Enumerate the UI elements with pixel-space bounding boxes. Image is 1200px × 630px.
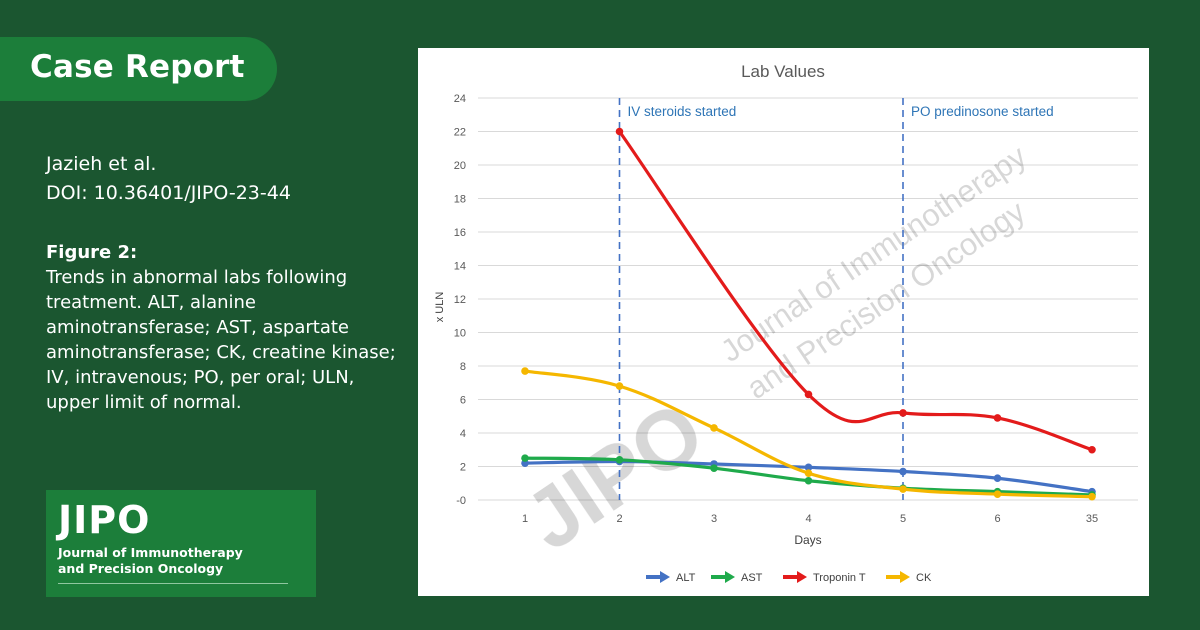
annotation-label: IV steroids started bbox=[628, 104, 737, 119]
logo-journal-name: Journal of Immunotherapy and Precision O… bbox=[58, 545, 243, 577]
logo-acronym: JIPO bbox=[58, 498, 151, 542]
chart-title: Lab Values bbox=[741, 62, 825, 81]
x-tick-label: 3 bbox=[711, 513, 717, 525]
data-point bbox=[804, 463, 813, 472]
legend-arrow bbox=[660, 571, 670, 583]
x-tick-label: 4 bbox=[805, 513, 811, 525]
x-tick-label: 1 bbox=[522, 513, 528, 525]
series-line-troponin-t bbox=[617, 129, 1094, 452]
annotation-lines: IV steroids started PO predinosone starte… bbox=[618, 98, 1054, 500]
y-tick-label: 4 bbox=[460, 428, 466, 440]
data-point bbox=[615, 456, 624, 464]
data-point bbox=[710, 424, 718, 432]
data-point bbox=[710, 464, 718, 472]
authors: Jazieh et al. bbox=[46, 153, 157, 175]
doi: DOI: 10.36401/JIPO-23-44 bbox=[46, 182, 291, 204]
y-tick-label: 16 bbox=[454, 227, 466, 239]
case-report-label: Case Report bbox=[30, 49, 245, 85]
y-tick-label: 6 bbox=[460, 395, 466, 407]
legend: ALT AST Troponin T CK bbox=[646, 571, 932, 584]
x-tick-label: 2 bbox=[616, 513, 622, 525]
legend-arrow bbox=[797, 571, 807, 583]
data-point bbox=[899, 485, 907, 493]
data-point bbox=[993, 414, 1002, 422]
x-tick-labels: 1 2 3 4 5 6 35 bbox=[522, 513, 1098, 525]
data-point bbox=[804, 476, 813, 485]
annotation-label: PO predinosone started bbox=[911, 104, 1054, 119]
y-tick-label: 8 bbox=[460, 361, 466, 373]
y-tick-label: 24 bbox=[454, 93, 466, 105]
logo-line-1: Journal of Immunotherapy bbox=[58, 545, 243, 560]
x-tick-label: 35 bbox=[1086, 513, 1098, 525]
y-tick-label: 2 bbox=[460, 462, 466, 474]
gridlines bbox=[478, 97, 1138, 501]
legend-label: Troponin T bbox=[813, 572, 866, 584]
logo-line-2: and Precision Oncology bbox=[58, 561, 224, 576]
legend-label: ALT bbox=[676, 572, 696, 584]
y-tick-label: 18 bbox=[454, 194, 466, 206]
lab-values-chart: JIPO Journal of Immunotherapy and Precis… bbox=[434, 62, 1138, 584]
data-point bbox=[1088, 492, 1096, 501]
data-point bbox=[615, 382, 624, 390]
data-point bbox=[804, 390, 813, 399]
data-point bbox=[521, 454, 529, 462]
y-axis-label: x ULN bbox=[434, 292, 446, 323]
watermark: JIPO Journal of Immunotherapy and Precis… bbox=[509, 138, 1033, 568]
y-tick-label: 12 bbox=[454, 294, 466, 306]
x-axis-label: Days bbox=[794, 533, 821, 547]
figure-title: Figure 2: bbox=[46, 242, 138, 263]
x-tick-label: 5 bbox=[900, 513, 906, 525]
y-tick-label: 20 bbox=[454, 160, 466, 172]
citation: Jazieh et al. DOI: 10.36401/JIPO-23-44 bbox=[46, 150, 291, 208]
data-point bbox=[1088, 445, 1096, 454]
data-point bbox=[804, 469, 813, 478]
legend-label: CK bbox=[916, 572, 932, 584]
logo-rule bbox=[58, 583, 288, 584]
y-tick-label: 22 bbox=[454, 127, 466, 139]
y-tick-label: -0 bbox=[456, 495, 466, 507]
case-report-badge: Case Report bbox=[0, 37, 277, 101]
figure-caption-block: Figure 2: Trends in abnormal labs follow… bbox=[46, 240, 396, 415]
series-lines bbox=[521, 127, 1096, 501]
legend-label: AST bbox=[741, 572, 763, 584]
data-point bbox=[521, 367, 529, 375]
y-tick-label: 10 bbox=[454, 328, 466, 340]
watermark-acronym: JIPO bbox=[509, 383, 720, 568]
x-tick-label: 6 bbox=[994, 513, 1000, 525]
figure-caption: Trends in abnormal labs following treatm… bbox=[46, 267, 396, 413]
data-point bbox=[615, 127, 624, 136]
data-point bbox=[899, 467, 907, 476]
data-point bbox=[993, 490, 1002, 498]
chart-panel: JIPO Journal of Immunotherapy and Precis… bbox=[418, 48, 1149, 596]
data-point bbox=[993, 474, 1002, 483]
legend-arrow bbox=[900, 571, 910, 583]
legend-arrow bbox=[725, 571, 735, 583]
y-tick-label: 14 bbox=[454, 261, 466, 273]
jipo-logo: JIPO Journal of Immunotherapy and Precis… bbox=[46, 490, 316, 597]
data-point bbox=[899, 409, 907, 417]
